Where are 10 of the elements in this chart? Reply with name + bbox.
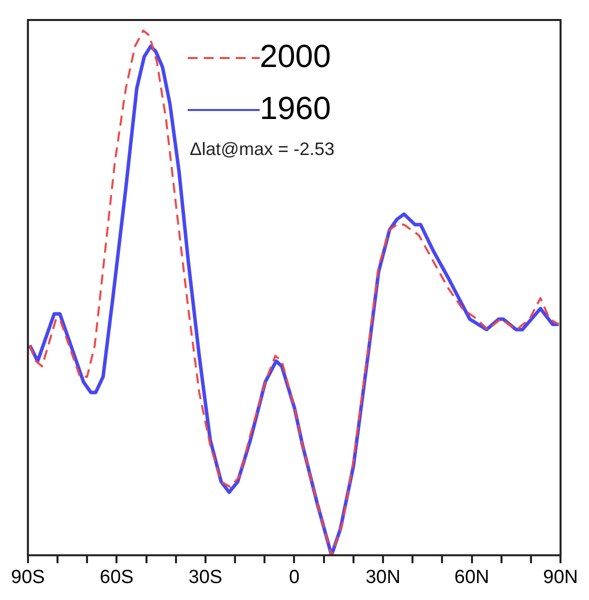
x-tick-label: 60N	[454, 566, 490, 588]
legend-label: 2000	[260, 38, 331, 74]
x-tick-label: 30N	[366, 566, 400, 588]
x-tick-label: 90S	[10, 566, 45, 588]
x-tick-label: 0	[288, 566, 300, 588]
annotation: Δlat@max = -2.53	[190, 138, 335, 159]
x-tick-label: 90N	[543, 566, 578, 588]
x-tick-label: 60S	[100, 566, 134, 588]
legend-label: 1960	[260, 90, 331, 126]
x-tick-label: 30S	[188, 566, 222, 588]
